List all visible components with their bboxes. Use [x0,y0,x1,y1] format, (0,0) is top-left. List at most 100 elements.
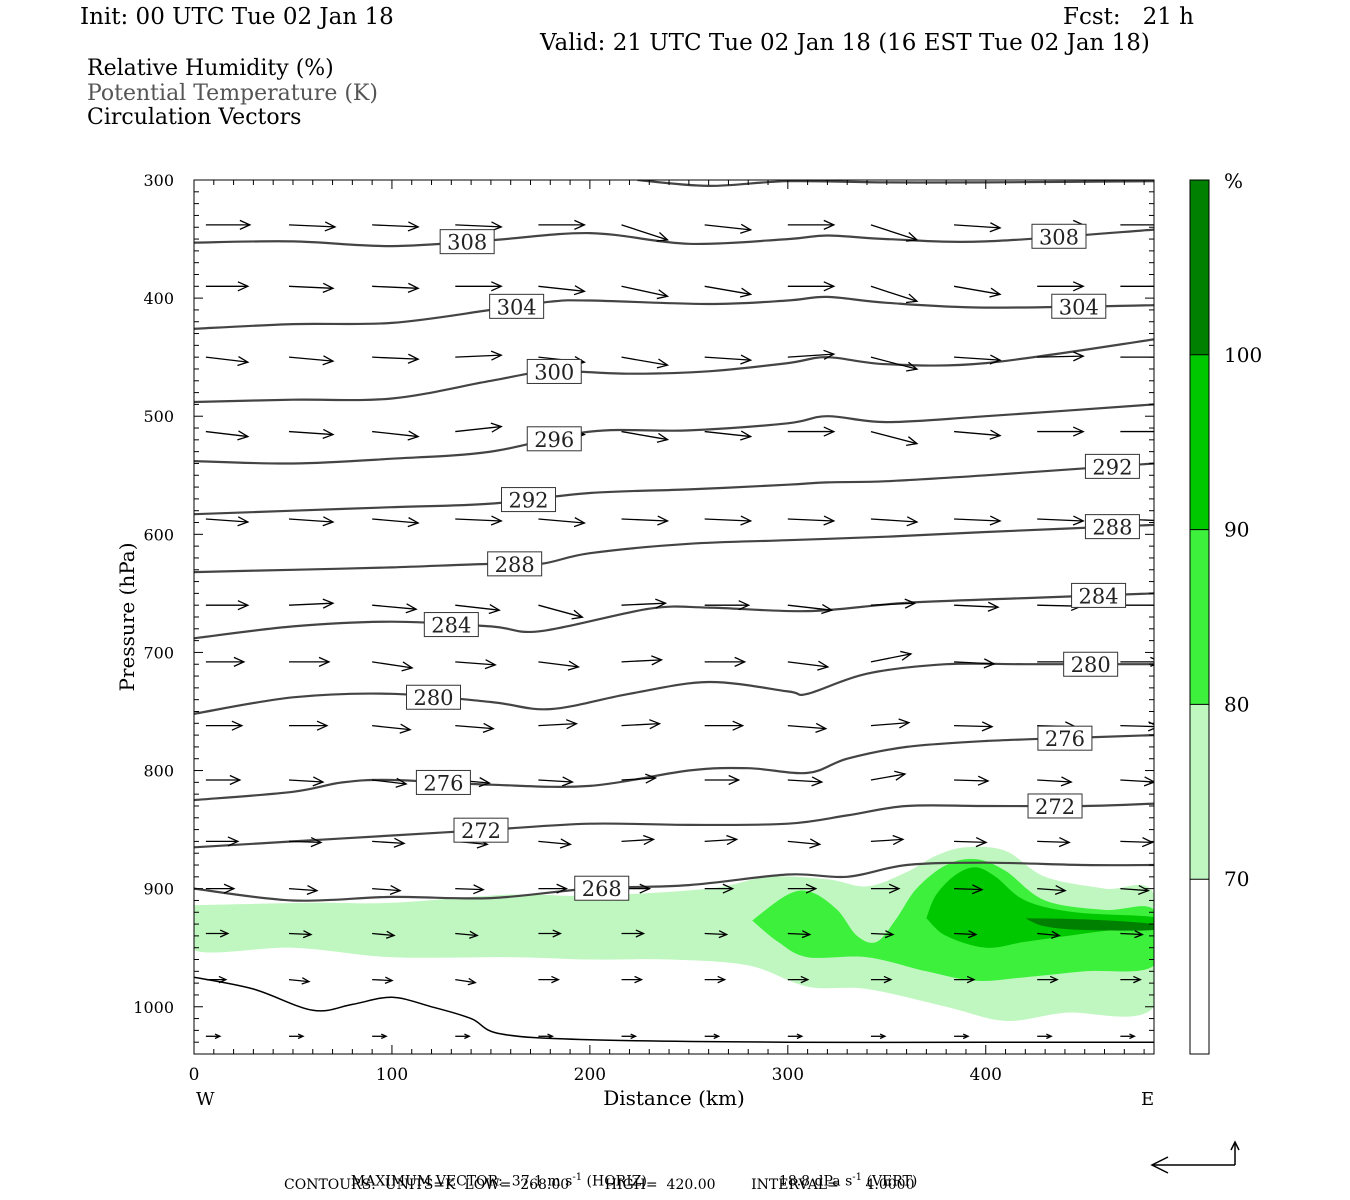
vector-head [1141,837,1154,848]
vector-shaft [954,604,999,608]
contour-label-box [415,769,471,795]
vector-head [467,977,477,986]
vector-shaft [870,602,915,606]
vector-shaft [870,518,917,523]
circulation-vector [205,516,250,527]
vector-shaft [538,779,573,783]
circulation-vector [787,975,810,984]
circulation-vector [205,430,250,441]
vector-head [574,219,586,230]
contour-label-text: 292 [1092,455,1132,479]
vector-shaft [372,725,411,731]
circulation-vector [372,353,420,364]
vector-head [571,609,584,620]
vector-head [573,517,586,528]
colorbar: 70 80 90 100 [1189,179,1262,1055]
circulation-vector [704,834,739,846]
circulation-vector [205,836,240,847]
vector-head [407,282,420,293]
colorbar-unit: % [1224,169,1243,193]
vector-shaft [455,425,502,433]
vector-head [488,604,501,615]
circulation-vector [704,656,747,667]
vector-shaft [704,356,751,361]
vector-head [894,770,907,781]
vector-head [551,975,560,984]
vector-shaft [954,430,1001,437]
west-label: W [196,1089,215,1110]
vector-shaft [372,285,419,289]
rh-area-100+ [1025,918,1154,931]
theta-contour-284 [194,592,1154,640]
circulation-vector [1120,427,1166,436]
vector-head [490,350,503,361]
reference-vector-icon [1150,1140,1240,1174]
vector-head [478,777,491,788]
circulation-vector [372,517,420,528]
circulation-vector [455,1033,471,1040]
vector-head [823,349,836,360]
circulation-vector [787,722,828,733]
theta-contour-304 [194,295,1154,330]
circulation-vector [372,430,420,441]
circulation-vector [1037,515,1085,526]
circulation-vector [870,975,893,984]
circulation-vector [621,224,670,242]
vector-shaft [538,285,585,292]
colorbar-segment [1190,180,1209,355]
circulation-vector [372,661,414,672]
circulation-vector [954,775,990,786]
vector-shaft [787,725,826,730]
circulation-vector [1037,884,1067,895]
x-tick-label: 400 [970,1065,1002,1085]
vector-head [407,517,420,528]
vector-head [1156,427,1166,436]
vector-head [231,720,244,731]
vector-head [312,776,325,787]
vector-head [393,837,406,848]
vector-shaft [205,356,248,363]
vector-shaft [288,840,322,844]
contour-label-288: 288 [1084,514,1140,540]
vector-shaft [455,661,496,666]
vector-shaft [621,659,662,663]
vector-head [656,289,670,300]
contour-label-text: 292 [508,489,548,513]
vector-head [643,834,656,846]
contour-label-box [453,817,509,843]
vector-head [971,884,984,895]
vector-shaft [1037,840,1070,844]
circulation-vector [538,517,586,528]
vector-head [395,777,408,788]
vector-head [732,720,745,731]
circulation-vector [372,1033,388,1040]
vector-shaft [870,773,906,781]
circulation-vector [1120,1033,1136,1040]
circulation-vector [372,837,406,848]
vector-head [1143,776,1154,787]
vector-shaft [372,661,413,669]
max-vector-horiz-value: MAXIMUM VECTOR: 37.1 m s [350,1173,573,1190]
vector-head [967,930,978,939]
vector-shaft [538,723,577,727]
circulation-vector [954,884,984,895]
y-tick-label: 700 [143,643,174,662]
theta-contour-288 [194,523,1154,574]
circulation-vector [538,929,562,938]
vector-shaft [538,661,579,668]
circulation-vector [205,600,250,611]
circulation-vector [787,426,836,437]
vector-head [1060,776,1073,787]
vector-head [966,975,976,984]
contour-label-text: 280 [1071,653,1111,677]
circulation-vector [205,355,250,367]
contour-label-text: 272 [461,819,501,843]
vector-head [898,718,911,729]
vector-shaft [538,604,583,618]
theta-contour-268 [194,861,1154,902]
vector-head [322,355,335,366]
vector-shaft [455,932,478,937]
contour-label-280: 280 [406,684,462,710]
legend-potential-temperature: Potential Temperature (K) [87,81,378,106]
vector-head [1134,930,1144,939]
